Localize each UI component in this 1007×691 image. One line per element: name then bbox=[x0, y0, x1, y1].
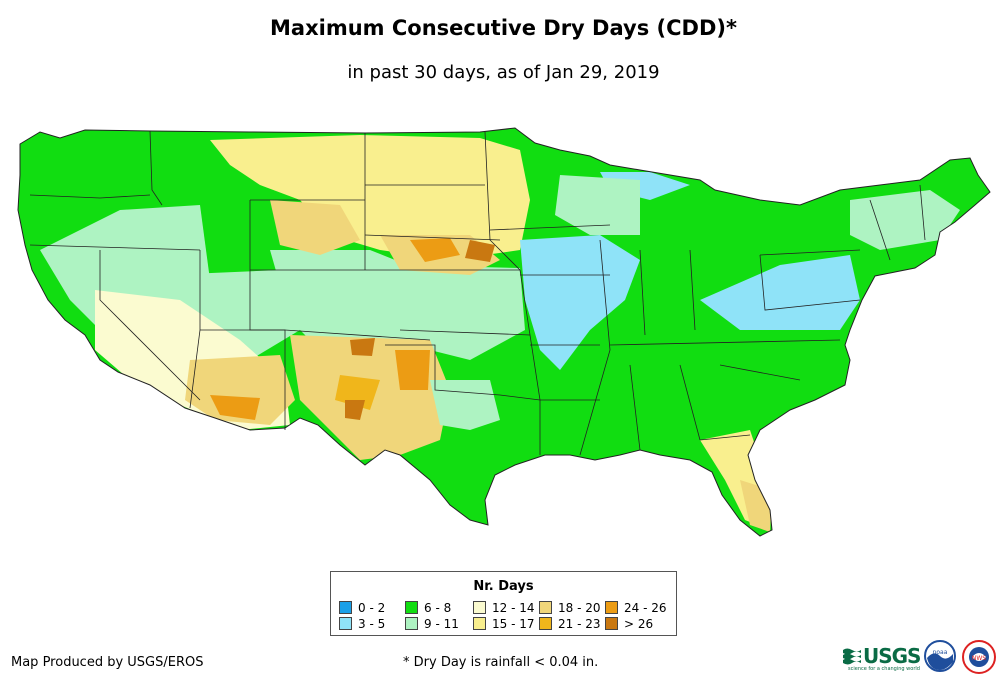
legend-label: > 26 bbox=[624, 617, 654, 631]
nws-logo: NWS bbox=[962, 640, 996, 674]
region-colorado-9-11 bbox=[270, 250, 430, 360]
region-new-mexico-gt-26 bbox=[345, 400, 365, 420]
noaa-wordmark: noaa bbox=[933, 649, 948, 656]
border-id-west bbox=[149, 130, 163, 206]
border-pa-south bbox=[759, 254, 861, 311]
border-al-ga bbox=[679, 364, 701, 441]
legend-title: Nr. Days bbox=[473, 579, 534, 594]
legend-label: 9 - 11 bbox=[424, 617, 459, 631]
legend-swatch bbox=[539, 601, 552, 614]
legend-item-15-17: 15 - 17 bbox=[473, 617, 535, 631]
legend-label: 21 - 23 bbox=[558, 617, 601, 631]
border-mississippi-river bbox=[579, 239, 611, 456]
region-wyoming-18-20 bbox=[270, 200, 360, 255]
usgs-logo: USGS bbox=[843, 643, 921, 669]
border-co-nm bbox=[284, 329, 431, 341]
legend-swatch bbox=[339, 601, 352, 614]
legend-item-gt-26: > 26 bbox=[605, 617, 653, 631]
dry-days-surface bbox=[18, 128, 990, 536]
legend-label: 3 - 5 bbox=[358, 617, 386, 631]
border-nh-me bbox=[919, 184, 926, 241]
legend-item-12-14: 12 - 14 bbox=[473, 601, 535, 615]
legend-item-3-5: 3 - 5 bbox=[339, 617, 385, 631]
border-il-in bbox=[639, 249, 646, 336]
map-credit: Map Produced by USGS/EROS bbox=[11, 655, 204, 670]
legend-swatch bbox=[605, 617, 618, 630]
region-texas-9-11 bbox=[430, 380, 500, 430]
region-wisconsin-9-11 bbox=[555, 175, 640, 235]
legend-item-0-2: 0 - 2 bbox=[339, 601, 385, 615]
legend-item-24-26: 24 - 26 bbox=[605, 601, 667, 615]
border-mn-ia bbox=[489, 224, 611, 231]
border-ga-sc bbox=[719, 364, 801, 381]
border-new-england bbox=[869, 199, 891, 261]
legend-label: 18 - 20 bbox=[558, 601, 601, 615]
legend-swatch bbox=[473, 617, 486, 630]
border-ms-al bbox=[629, 364, 641, 451]
border-wa-or bbox=[29, 194, 151, 199]
us-outline bbox=[17, 127, 991, 537]
map-title: Maximum Consecutive Dry Days (CDD)* bbox=[270, 16, 737, 40]
state-borders bbox=[29, 130, 926, 456]
border-plains-east bbox=[484, 131, 541, 455]
nws-wordmark: NWS bbox=[972, 655, 986, 662]
region-nebraska-24-26 bbox=[410, 238, 460, 262]
legend-item-6-8: 6 - 8 bbox=[405, 601, 451, 615]
border-or-ca-nv bbox=[29, 244, 201, 251]
border-pa-ny bbox=[759, 249, 861, 256]
legend-swatch bbox=[405, 617, 418, 630]
legend-swatch bbox=[405, 601, 418, 614]
noaa-logo: noaa bbox=[924, 640, 956, 672]
border-tn-ky-nc bbox=[609, 339, 841, 346]
border-in-oh bbox=[689, 249, 696, 331]
region-kansas-9-11 bbox=[400, 265, 525, 360]
region-ohio-valley-3-5 bbox=[700, 255, 860, 330]
region-nebraska-gt-26 bbox=[465, 240, 495, 262]
dry-day-footnote: * Dry Day is rainfall < 0.04 in. bbox=[403, 655, 599, 670]
region-arizona-18-20 bbox=[185, 355, 295, 425]
legend-label: 24 - 26 bbox=[624, 601, 667, 615]
legend-swatch bbox=[339, 617, 352, 630]
usgs-wordmark: USGS bbox=[863, 644, 921, 668]
legend-label: 0 - 2 bbox=[358, 601, 386, 615]
legend-item-21-23: 21 - 23 bbox=[539, 617, 601, 631]
legend-item-18-20: 18 - 20 bbox=[539, 601, 601, 615]
legend: Nr. Days 0 - 2 3 - 5 6 - 8 9 - 11 12 - 1… bbox=[330, 571, 677, 636]
legend-label: 12 - 14 bbox=[492, 601, 535, 615]
legend-swatch bbox=[605, 601, 618, 614]
region-northern-plains-15-17 bbox=[210, 135, 530, 260]
map-subtitle: in past 30 days, as of Jan 29, 2019 bbox=[347, 62, 660, 83]
region-arizona-24-26 bbox=[210, 395, 260, 420]
border-ks-ok bbox=[399, 329, 531, 336]
border-sd-ne bbox=[364, 234, 501, 241]
region-iowa-missouri-3-5 bbox=[520, 235, 640, 370]
border-ga-fl bbox=[699, 434, 751, 441]
border-ca-nv bbox=[99, 250, 201, 401]
legend-item-9-11: 9 - 11 bbox=[405, 617, 459, 631]
border-ok-tx bbox=[385, 344, 541, 401]
legend-swatch bbox=[539, 617, 552, 630]
usgs-tagline: science for a changing world bbox=[848, 666, 920, 672]
region-texas-panhandle-24-26 bbox=[395, 350, 430, 390]
region-new-england-9-11 bbox=[850, 190, 960, 250]
legend-swatch bbox=[473, 601, 486, 614]
legend-label: 15 - 17 bbox=[492, 617, 535, 631]
region-colorado-gt-26 bbox=[350, 338, 375, 356]
legend-label: 6 - 8 bbox=[424, 601, 452, 615]
usgs-wave-icon bbox=[843, 648, 861, 665]
